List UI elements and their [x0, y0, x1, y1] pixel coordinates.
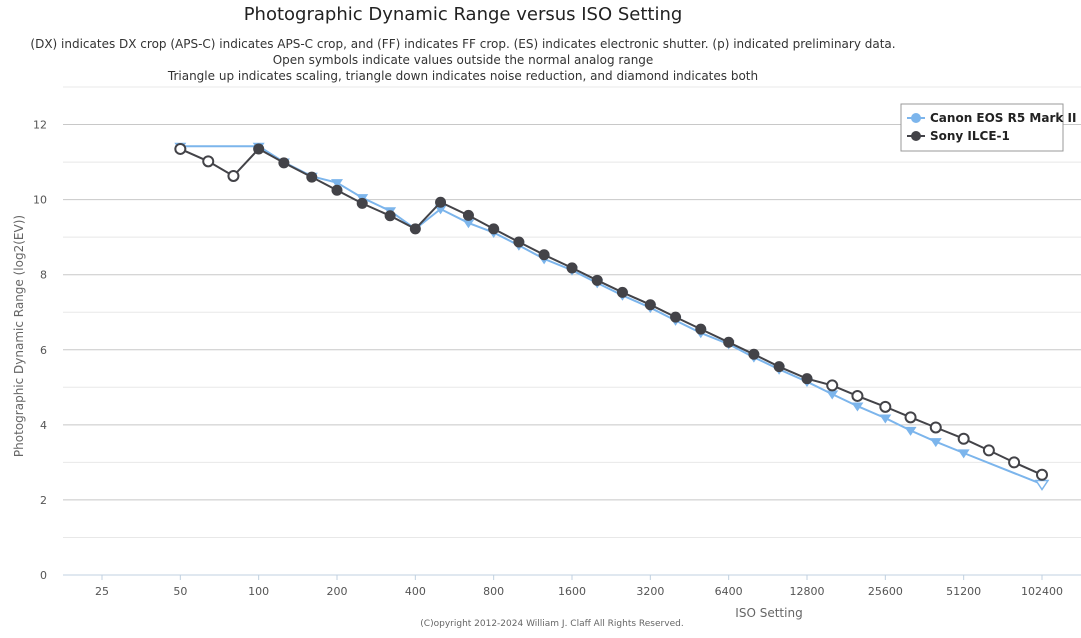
chart-subtitle-line-1: (DX) indicates DX crop (APS-C) indicates… — [30, 37, 895, 51]
data-point-circle[interactable] — [202, 155, 215, 168]
data-point-circle[interactable] — [879, 400, 892, 413]
x-axis-title: ISO Setting — [735, 606, 802, 620]
data-point-circle[interactable] — [826, 379, 839, 392]
data-point-triangle[interactable] — [826, 390, 839, 400]
data-point-circle[interactable] — [384, 210, 396, 222]
y-tick-label: 2 — [40, 494, 47, 507]
data-point-circle[interactable] — [644, 299, 656, 311]
y-tick-label: 6 — [40, 344, 47, 357]
series-sony — [174, 142, 1048, 481]
data-point-circle[interactable] — [174, 142, 187, 155]
x-tick-label: 25 — [95, 585, 109, 598]
data-point-circle[interactable] — [462, 209, 474, 221]
legend-item-sony[interactable]: Sony ILCE-1 — [907, 129, 1010, 143]
data-point-circle[interactable] — [591, 274, 603, 286]
data-point-circle[interactable] — [982, 444, 995, 457]
data-point-circle[interactable] — [409, 223, 421, 235]
data-point-triangle[interactable] — [434, 205, 447, 215]
y-tick-label: 4 — [40, 419, 47, 432]
data-point-circle[interactable] — [904, 411, 917, 424]
data-point-circle[interactable] — [566, 262, 578, 274]
x-tick-label: 400 — [405, 585, 426, 598]
x-tick-label: 200 — [327, 585, 348, 598]
data-point-circle[interactable] — [695, 323, 707, 335]
data-point-circle[interactable] — [227, 169, 240, 182]
x-tick-label: 100 — [248, 585, 269, 598]
legend-item-canon[interactable]: Canon EOS R5 Mark II — [907, 111, 1076, 125]
x-axis-ticks: 25 50 100 200 400 800 1600 3200 6400 12800 25600 51… — [95, 575, 1063, 598]
data-point-circle[interactable] — [278, 157, 290, 169]
legend-label-sony: Sony ILCE-1 — [930, 129, 1010, 143]
legend: Canon EOS R5 Mark II Sony ILCE-1 — [900, 103, 1076, 152]
data-point-circle[interactable] — [356, 197, 368, 209]
data-point-triangle[interactable] — [879, 414, 892, 424]
chart-subtitle-line-3: Triangle up indicates scaling, triangle … — [167, 69, 758, 83]
series-layer — [174, 142, 1050, 491]
series-line — [180, 145, 1043, 486]
x-tick-label: 102400 — [1021, 585, 1063, 598]
chart-title: Photographic Dynamic Range versus ISO Se… — [244, 4, 683, 25]
y-tick-label: 10 — [33, 194, 47, 207]
data-point-circle[interactable] — [670, 311, 682, 323]
y-tick-label: 8 — [40, 269, 47, 282]
data-point-triangle[interactable] — [462, 219, 475, 229]
series-line — [179, 147, 1043, 476]
y-tick-label: 12 — [33, 119, 47, 132]
legend-box — [900, 103, 1064, 152]
x-tick-label: 6400 — [715, 585, 743, 598]
legend-symbol-canon — [911, 113, 921, 123]
grid-lines — [63, 86, 1081, 576]
data-point-circle[interactable] — [957, 432, 970, 445]
data-point-circle[interactable] — [253, 143, 265, 155]
data-point-circle[interactable] — [851, 389, 864, 402]
data-point-circle[interactable] — [306, 171, 318, 183]
data-point-circle[interactable] — [748, 348, 760, 360]
chart-subtitle-line-2: Open symbols indicate values outside the… — [273, 53, 654, 67]
data-point-triangle[interactable] — [904, 426, 917, 436]
y-axis-title: Photographic Dynamic Range (log2(EV)) — [12, 215, 26, 457]
data-point-triangle[interactable] — [929, 438, 942, 448]
data-point-circle[interactable] — [723, 336, 735, 348]
y-tick-label: 0 — [40, 569, 47, 582]
data-point-triangle[interactable] — [331, 179, 343, 189]
data-point-triangle[interactable] — [957, 449, 970, 459]
data-point-circle[interactable] — [1008, 456, 1021, 469]
legend-label-canon: Canon EOS R5 Mark II — [930, 111, 1076, 125]
y-axis-ticks: 0 2 4 6 8 10 12 — [33, 119, 47, 582]
data-point-circle[interactable] — [773, 361, 785, 373]
data-point-circle[interactable] — [1036, 468, 1048, 481]
data-point-circle[interactable] — [435, 196, 447, 208]
x-tick-label: 1600 — [558, 585, 586, 598]
data-point-circle[interactable] — [513, 236, 525, 248]
data-point-circle[interactable] — [801, 373, 813, 385]
copyright-text: (C)opyright 2012-2024 William J. Claff A… — [420, 619, 683, 629]
data-point-circle[interactable] — [488, 223, 500, 235]
x-tick-label: 25600 — [868, 585, 903, 598]
x-tick-label: 51200 — [946, 585, 981, 598]
x-tick-label: 50 — [173, 585, 187, 598]
legend-symbol-sony — [911, 131, 921, 141]
data-point-circle[interactable] — [616, 286, 628, 298]
series-canon — [174, 142, 1050, 491]
data-point-circle[interactable] — [929, 421, 942, 434]
data-point-circle[interactable] — [331, 184, 343, 196]
x-tick-label: 12800 — [790, 585, 825, 598]
x-tick-label: 3200 — [636, 585, 664, 598]
x-tick-label: 800 — [483, 585, 504, 598]
data-point-triangle[interactable] — [1034, 479, 1050, 491]
data-point-circle[interactable] — [538, 249, 550, 261]
data-point-triangle[interactable] — [851, 402, 864, 412]
